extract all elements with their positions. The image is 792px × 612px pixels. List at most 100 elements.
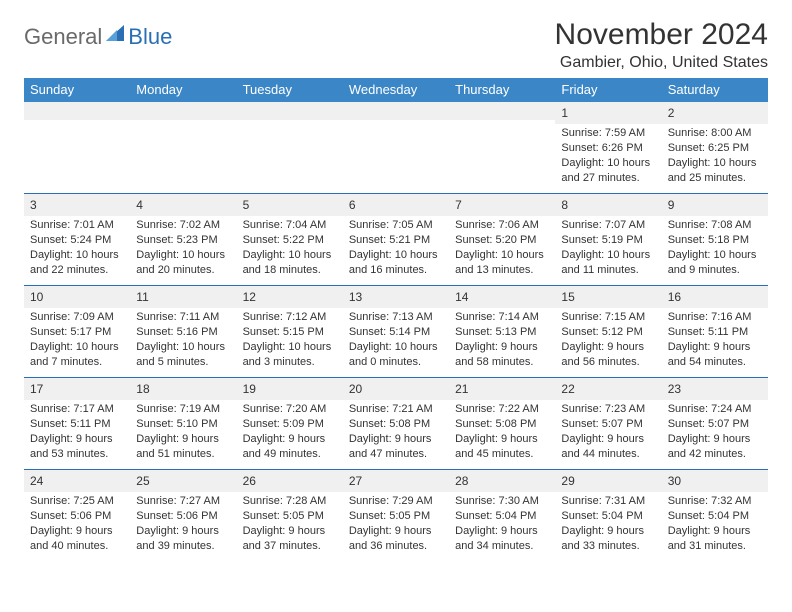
day-header: Friday (555, 78, 661, 102)
daylight-line: Daylight: 9 hours and 56 minutes. (561, 340, 655, 370)
day-number: 8 (561, 198, 568, 212)
daylight-line: Daylight: 9 hours and 49 minutes. (243, 432, 337, 462)
daylight-line: Daylight: 9 hours and 39 minutes. (136, 524, 230, 554)
calendar-week-row: 3Sunrise: 7:01 AMSunset: 5:24 PMDaylight… (24, 194, 768, 286)
day-number: 5 (243, 198, 250, 212)
empty-day-header (24, 102, 130, 120)
sunset-line: Sunset: 5:18 PM (668, 233, 762, 248)
day-number-row: 3 (24, 194, 130, 216)
sunset-line: Sunset: 6:26 PM (561, 141, 655, 156)
calendar-day-cell: 29Sunrise: 7:31 AMSunset: 5:04 PMDayligh… (555, 470, 661, 562)
day-number-row: 19 (237, 378, 343, 400)
calendar-day-cell: 15Sunrise: 7:15 AMSunset: 5:12 PMDayligh… (555, 286, 661, 378)
day-body: Sunrise: 7:20 AMSunset: 5:09 PMDaylight:… (237, 400, 343, 465)
calendar-day-cell: 25 Sunrise: 7:27 AMSunset: 5:06 PMDayligh… (130, 470, 236, 562)
daylight-line: Daylight: 9 hours and 58 minutes. (455, 340, 549, 370)
calendar-day-cell: 7 Sunrise: 7:06 AMSunset: 5:20 PMDaylight… (449, 194, 555, 286)
logo-text-blue: Blue (128, 24, 172, 50)
sunset-line: Sunset: 5:24 PM (30, 233, 124, 248)
calendar-week-row: 17Sunrise: 7:17 AMSunset: 5:11 PMDayligh… (24, 378, 768, 470)
daylight-line: Daylight: 9 hours and 37 minutes. (243, 524, 337, 554)
sunrise-line: Sunrise: 7:14 AM (455, 310, 549, 325)
day-number-row: 16 (662, 286, 768, 308)
empty-day-header (237, 102, 343, 120)
day-header: Wednesday (343, 78, 449, 102)
day-number-row: 29 (555, 470, 661, 492)
sunrise-line: Sunrise: 7:06 AM (455, 218, 549, 233)
daylight-line: Daylight: 10 hours and 3 minutes. (243, 340, 337, 370)
day-number-row: 25 (130, 470, 236, 492)
calendar-day-cell (130, 102, 236, 194)
daylight-line: Daylight: 10 hours and 20 minutes. (136, 248, 230, 278)
day-number: 1 (561, 106, 568, 120)
day-body: Sunrise: 7:04 AMSunset: 5:22 PMDaylight:… (237, 216, 343, 281)
sunset-line: Sunset: 5:07 PM (668, 417, 762, 432)
sunset-line: Sunset: 5:08 PM (349, 417, 443, 432)
sunset-line: Sunset: 5:15 PM (243, 325, 337, 340)
calendar-day-cell: 18Sunrise: 7:19 AMSunset: 5:10 PMDayligh… (130, 378, 236, 470)
calendar-day-cell: 26Sunrise: 7:28 AMSunset: 5:05 PMDayligh… (237, 470, 343, 562)
day-body: Sunrise: 7:27 AMSunset: 5:06 PMDaylight:… (130, 492, 236, 557)
sunset-line: Sunset: 5:16 PM (136, 325, 230, 340)
day-number: 25 (136, 474, 149, 488)
sunset-line: Sunset: 5:19 PM (561, 233, 655, 248)
day-body: Sunrise: 7:19 AMSunset: 5:10 PMDaylight:… (130, 400, 236, 465)
sunrise-line: Sunrise: 7:12 AM (243, 310, 337, 325)
calendar-day-cell: 13Sunrise: 7:13 AMSunset: 5:14 PMDayligh… (343, 286, 449, 378)
daylight-line: Daylight: 9 hours and 33 minutes. (561, 524, 655, 554)
day-number-row: 1 (555, 102, 661, 124)
daylight-line: Daylight: 9 hours and 47 minutes. (349, 432, 443, 462)
sunrise-line: Sunrise: 7:05 AM (349, 218, 443, 233)
sunset-line: Sunset: 5:11 PM (30, 417, 124, 432)
day-body: Sunrise: 7:09 AMSunset: 5:17 PMDaylight:… (24, 308, 130, 373)
sunrise-line: Sunrise: 7:09 AM (30, 310, 124, 325)
day-number-row: 6 (343, 194, 449, 216)
day-number-row: 13 (343, 286, 449, 308)
day-number-row: 20 (343, 378, 449, 400)
sunset-line: Sunset: 5:09 PM (243, 417, 337, 432)
sunset-line: Sunset: 5:06 PM (30, 509, 124, 524)
day-number-row: 23 (662, 378, 768, 400)
day-number: 22 (561, 382, 574, 396)
sunset-line: Sunset: 5:21 PM (349, 233, 443, 248)
day-body: Sunrise: 7:15 AMSunset: 5:12 PMDaylight:… (555, 308, 661, 373)
calendar-day-cell: 11Sunrise: 7:11 AMSunset: 5:16 PMDayligh… (130, 286, 236, 378)
day-number: 19 (243, 382, 256, 396)
day-number-row: 10 (24, 286, 130, 308)
day-number: 21 (455, 382, 468, 396)
sunrise-line: Sunrise: 7:04 AM (243, 218, 337, 233)
day-number-row: 30 (662, 470, 768, 492)
day-number-row: 9 (662, 194, 768, 216)
sunset-line: Sunset: 5:11 PM (668, 325, 762, 340)
day-number: 13 (349, 290, 362, 304)
day-number-row: 7 (449, 194, 555, 216)
sunset-line: Sunset: 5:23 PM (136, 233, 230, 248)
daylight-line: Daylight: 10 hours and 13 minutes. (455, 248, 549, 278)
day-number-row: 12 (237, 286, 343, 308)
calendar-day-cell: 3Sunrise: 7:01 AMSunset: 5:24 PMDaylight… (24, 194, 130, 286)
day-number: 24 (30, 474, 43, 488)
logo-text-general: General (24, 24, 102, 50)
calendar-table: SundayMondayTuesdayWednesdayThursdayFrid… (24, 78, 768, 562)
day-number-row: 8 (555, 194, 661, 216)
day-body: Sunrise: 8:00 AMSunset: 6:25 PMDaylight:… (662, 124, 768, 189)
day-number: 20 (349, 382, 362, 396)
calendar-day-cell: 20 Sunrise: 7:21 AMSunset: 5:08 PMDayligh… (343, 378, 449, 470)
day-body: Sunrise: 7:12 AMSunset: 5:15 PMDaylight:… (237, 308, 343, 373)
sunrise-line: Sunrise: 7:08 AM (668, 218, 762, 233)
day-number: 3 (30, 198, 37, 212)
day-number: 30 (668, 474, 681, 488)
sunrise-line: Sunrise: 7:31 AM (561, 494, 655, 509)
sunrise-line: Sunrise: 7:21 AM (349, 402, 443, 417)
sunrise-line: Sunrise: 7:29 AM (349, 494, 443, 509)
calendar-day-cell: 1Sunrise: 7:59 AMSunset: 6:26 PMDaylight… (555, 102, 661, 194)
sunset-line: Sunset: 5:14 PM (349, 325, 443, 340)
day-number: 2 (668, 106, 675, 120)
calendar-day-cell: 19 Sunrise: 7:20 AMSunset: 5:09 PMDayligh… (237, 378, 343, 470)
sunset-line: Sunset: 5:20 PM (455, 233, 549, 248)
day-header: Sunday (24, 78, 130, 102)
day-number: 10 (30, 290, 43, 304)
daylight-line: Daylight: 10 hours and 7 minutes. (30, 340, 124, 370)
sunrise-line: Sunrise: 7:07 AM (561, 218, 655, 233)
day-body: Sunrise: 7:05 AMSunset: 5:21 PMDaylight:… (343, 216, 449, 281)
